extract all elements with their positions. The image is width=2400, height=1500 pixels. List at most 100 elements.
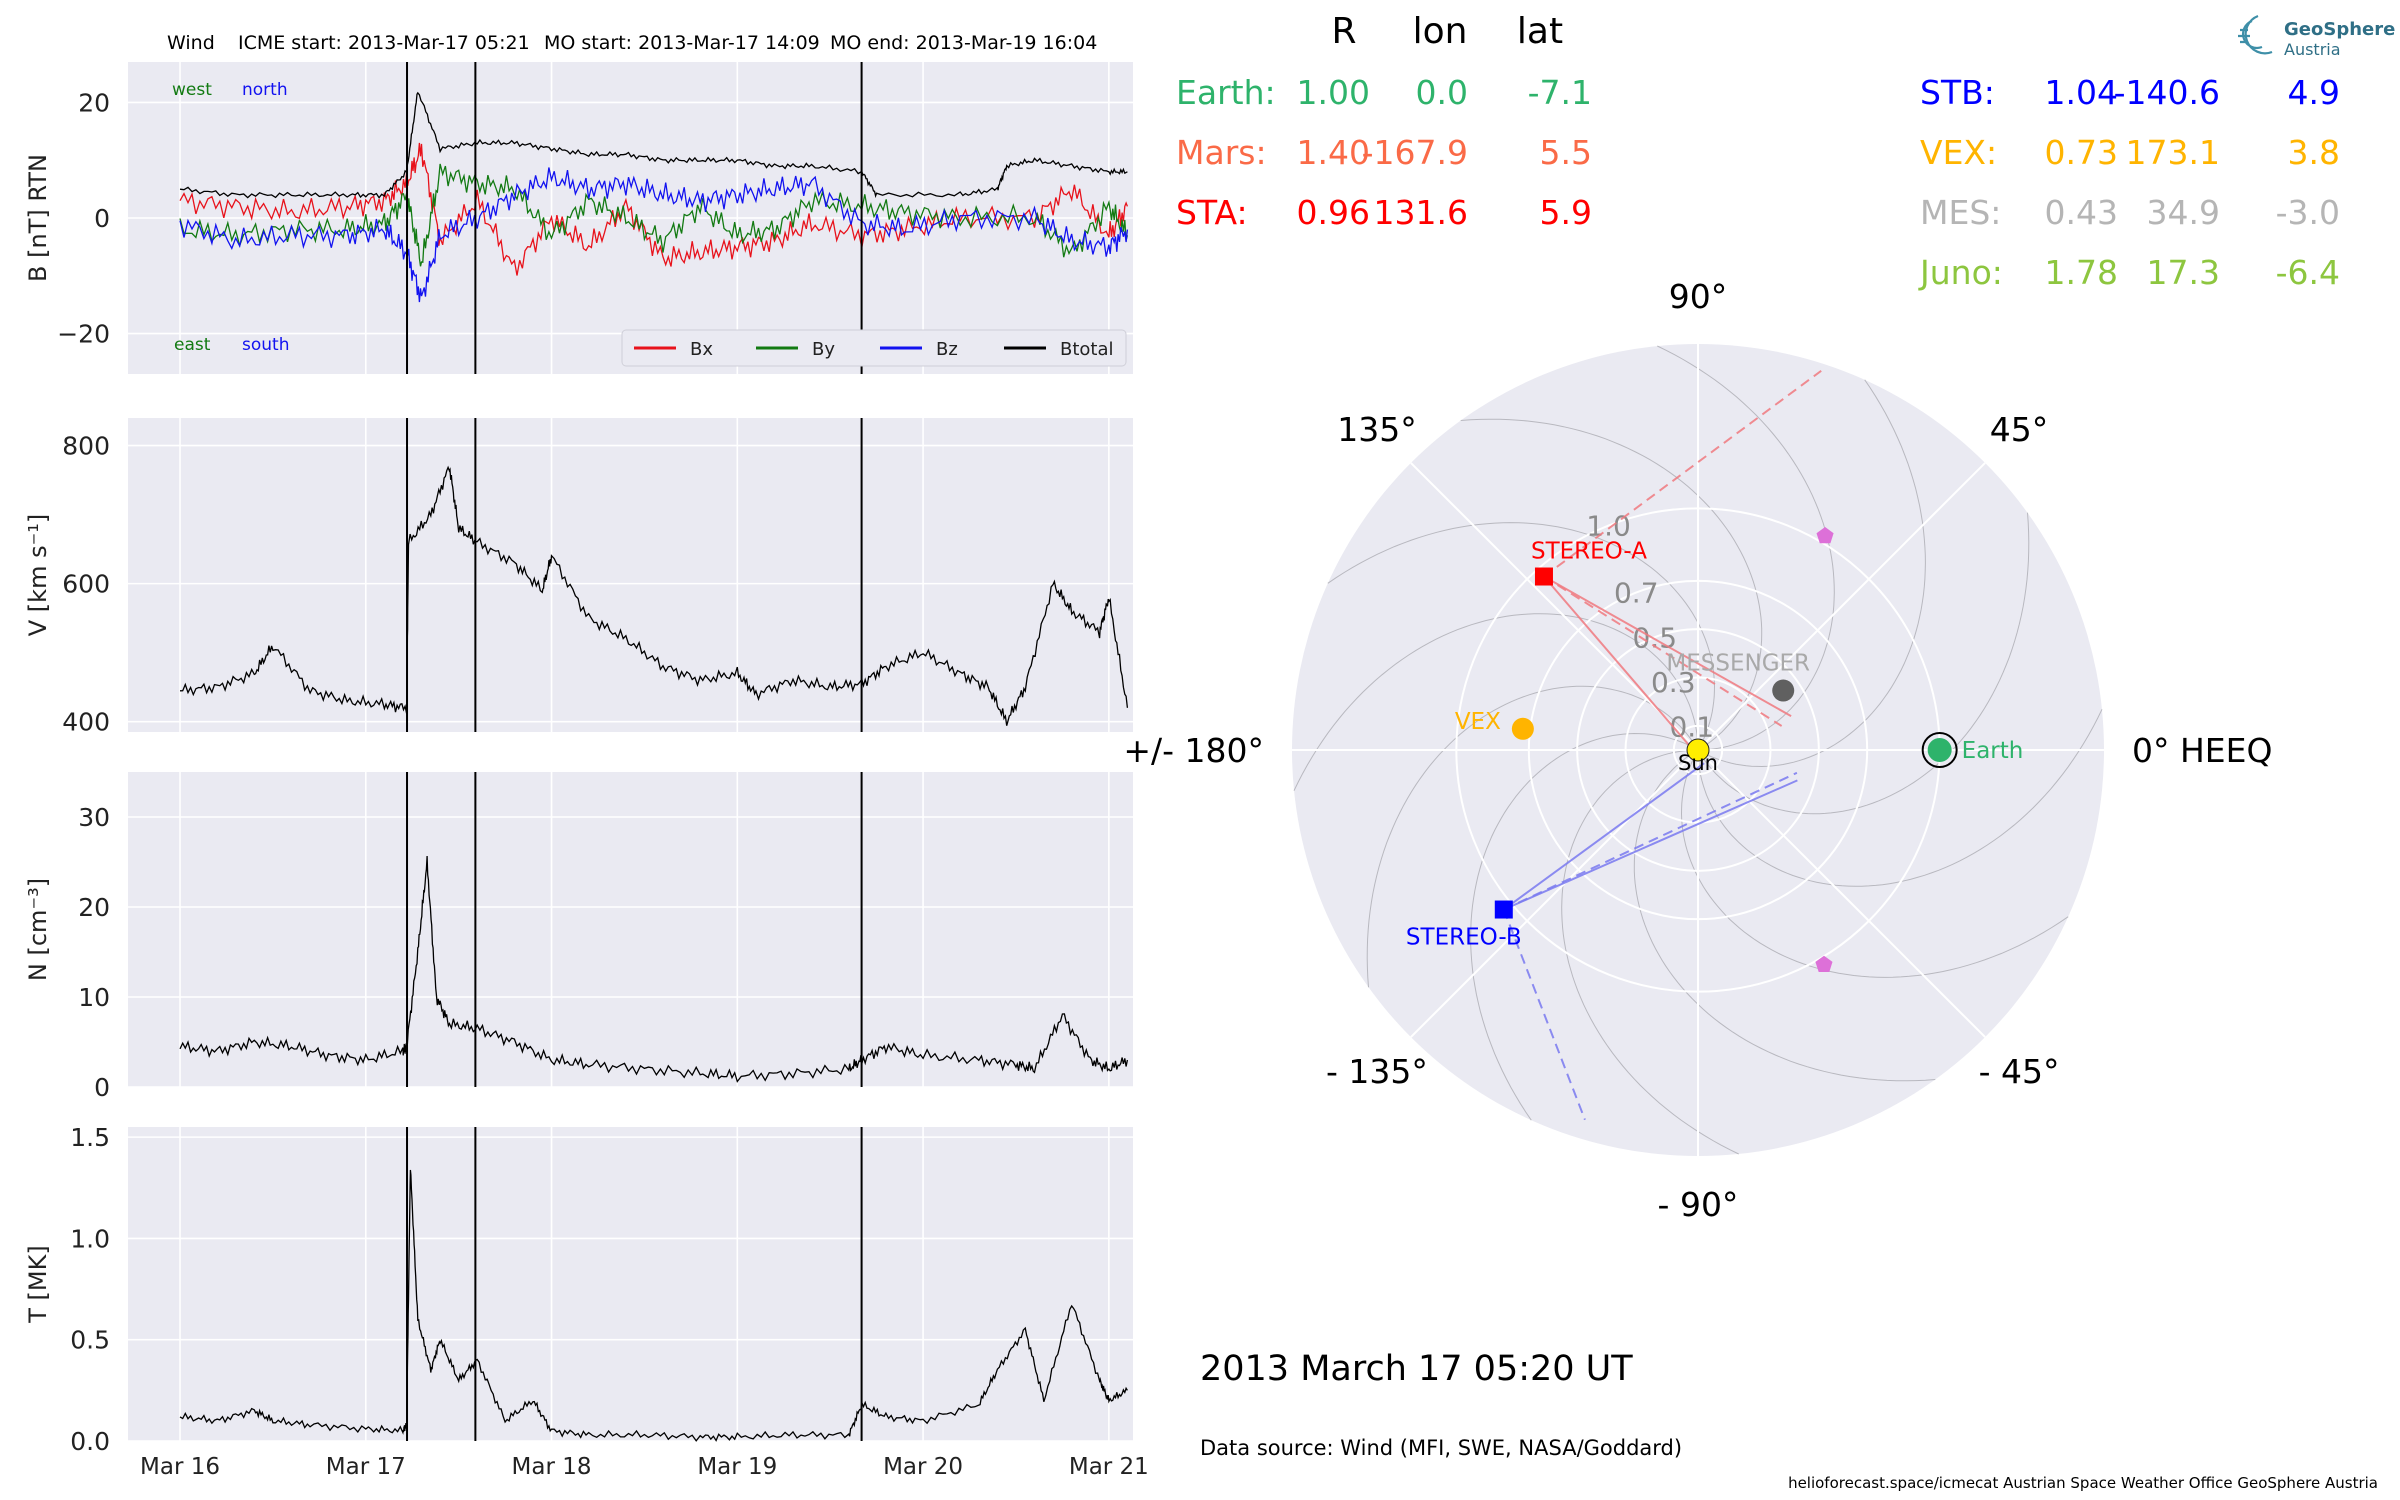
label-west: west [172,80,212,100]
series-n-line [179,855,1129,1083]
panel-background [128,1127,1133,1441]
table-header-lon: lon [1413,11,1468,52]
angle-tick-label: - 90° [1658,1185,1739,1224]
table-sta-lon: 131.6 [1374,193,1468,232]
sta-label: STEREO-A [1531,539,1647,565]
y-tick-label: 0.0 [70,1427,110,1456]
spiral-line [1697,512,2030,815]
table-sta-lat: 5.9 [1540,193,1592,232]
angle-tick-label: 135° [1337,410,1417,449]
table-juno-name: Juno: [1918,253,2003,292]
y-axis-label: N [cm⁻³] [24,878,52,981]
panel-magnetic-field: −20 0 20 B [nT] RTN west north east south Bx By Bz… [24,62,1133,374]
legend-label-btotal: Btotal [1060,339,1114,360]
table-vex-lat: 3.8 [2288,133,2340,172]
spiral-line [1680,749,2069,978]
stb-fov-line-dashed [1503,771,1798,911]
panel-background [128,418,1133,732]
mes-label: MESSENGER [1666,651,1810,677]
angle-tick-label: +/- 180° [1123,731,1264,770]
r-tick-label: 0.7 [1614,577,1659,610]
stb-fov-line [1503,779,1798,911]
logo-line1: GeoSphere [2284,19,2395,40]
vex-marker [1511,717,1534,740]
angle-tick-label: - 45° [1979,1052,2060,1091]
table-sta-r: 0.96 [1297,193,1370,232]
table-mes-lon: 34.9 [2147,193,2220,232]
y-tick-label: −20 [57,320,110,349]
sta-fov-line-dashed [1543,575,1783,727]
angle-gridline [1697,462,1986,751]
table-vex-name: VEX: [1920,133,1997,172]
header-spacecraft: Wind [167,32,215,54]
r-tick-label: 0.1 [1669,711,1714,744]
y-tick-label: 0 [94,1073,110,1102]
y-tick-label: 1.5 [70,1123,110,1152]
stb-fov-line-dashed [1502,909,1586,1121]
angle-gridline [1410,749,1699,1038]
legend-label-bx: Bx [690,339,713,360]
table-juno-lat: -6.4 [2276,253,2340,292]
label-south: south [242,335,289,355]
table-header-r: R [1331,11,1356,52]
table-earth-lon: 0.0 [1416,73,1468,112]
label-north: north [242,80,288,100]
label-east: east [174,335,211,355]
sun-marker [1686,738,1710,762]
table-earth-r: 1.00 [1297,73,1370,112]
panel-density: 0 10 20 30 N [cm⁻³] [24,772,1133,1102]
series-v-line [179,465,1129,726]
table-stb-lat: 4.9 [2288,73,2340,112]
stb-label: STEREO-B [1406,925,1522,951]
y-tick-label: 20 [78,88,110,117]
sta-fov-line-dashed [1543,369,1822,578]
x-tick-label: Mar 18 [512,1454,592,1480]
angle-tick-label: - 135° [1326,1052,1428,1091]
x-tick-label: Mar 20 [883,1454,963,1480]
polar-position-plot: 0.1 0.3 0.5 0.7 1.0 0° HEEQ 45° 90° 135° +/- 180°… [1123,277,2272,1224]
table-mes-name: MES: [1920,193,2001,232]
angle-tick-label: 90° [1669,277,1728,316]
legend-label-bz: Bz [936,339,958,360]
series-btotal-line [179,91,1128,199]
logo-line2: Austria [2284,40,2341,59]
y-tick-label: 400 [62,708,110,737]
spiral-line [1460,418,1763,751]
y-axis-label: B [nT] RTN [24,154,52,282]
spiral-line [1657,345,1835,751]
series-bz-line [179,167,1129,303]
spiral-line [1633,749,1936,1082]
legend-label-by: By [812,339,835,360]
y-tick-label: 0.5 [70,1326,110,1355]
y-tick-label: 30 [78,803,110,832]
angle-gridline [1697,749,1986,1038]
y-tick-label: 1.0 [70,1224,110,1253]
y-axis-label: T [MK] [24,1245,52,1323]
earth-label: Earth [1962,738,2024,764]
spiral-line [1293,613,1699,791]
table-mars-name: Mars: [1176,133,1267,172]
mes-marker [1772,679,1795,702]
table-stb-name: STB: [1920,73,1995,112]
earth-marker [1927,738,1952,762]
y-tick-label: 20 [78,893,110,922]
table-mars-lat: 5.5 [1540,133,1592,172]
legend: Bx By Bz Btotal [621,329,1127,367]
table-header-lat: lat [1517,11,1563,52]
table-vex-lon: 173.1 [2126,133,2220,172]
table-juno-lon: 17.3 [2147,253,2220,292]
spiral-line [1697,379,1926,768]
pentagon-lower-marker [1815,955,1833,972]
header-mo-end: MO end: 2013-Mar-19 16:04 [830,32,1097,54]
credits: helioforecast.space/icmecat Austrian Spa… [1788,1474,2378,1492]
table-mars-lon: -167.9 [1362,133,1468,172]
data-source: Data source: Wind (MFI, SWE, NASA/Goddar… [1200,1436,1682,1460]
table-juno-r: 1.78 [2045,253,2118,292]
spiral-line [1366,685,1699,988]
sun-label: Sun [1678,751,1718,775]
series-t-line [179,1169,1128,1442]
timestamp: 2013 March 17 05:20 UT [1200,1349,1633,1389]
table-mars-r: 1.40 [1297,133,1370,172]
